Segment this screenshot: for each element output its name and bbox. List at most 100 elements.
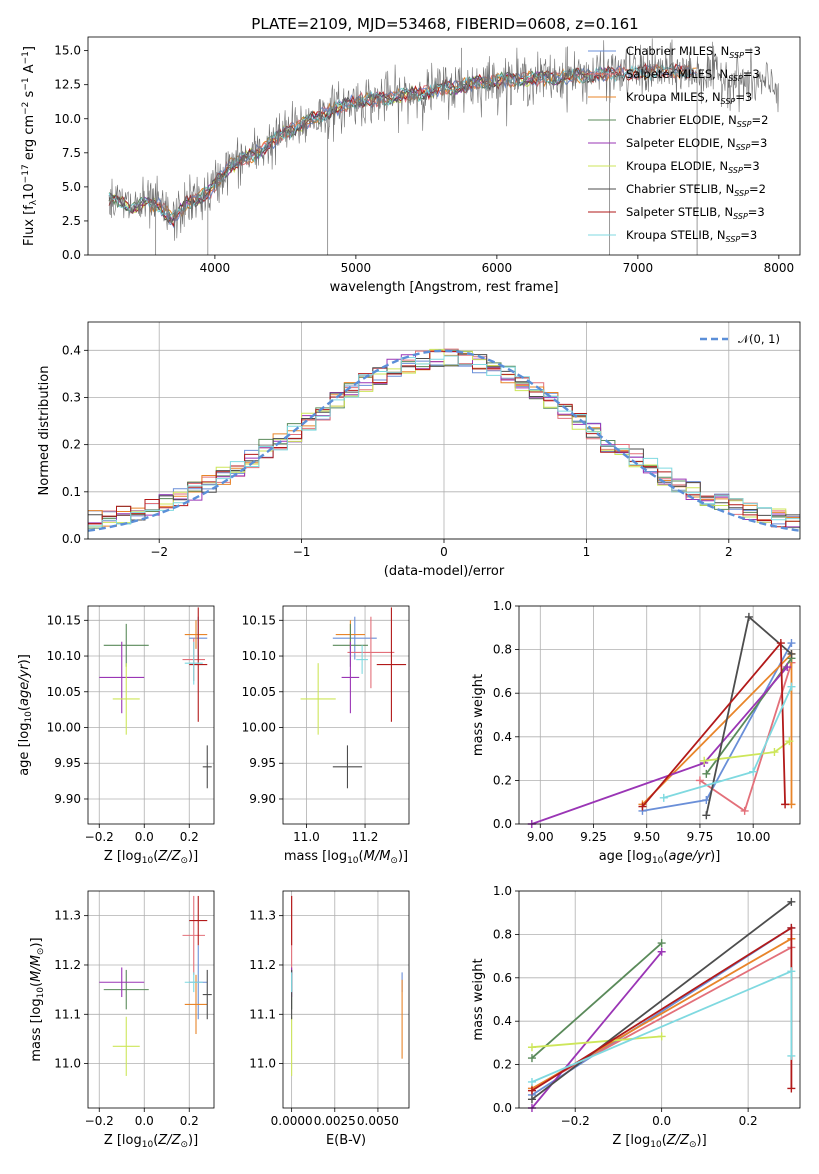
residuals-frame — [87, 321, 801, 540]
mass_vs_ebv-plot-area — [291, 895, 403, 1076]
spectrum-ytick-label: 10.0 — [54, 112, 81, 126]
age_vs_mass-ytick-label: 10.05 — [242, 685, 276, 699]
weight-marker — [527, 1086, 536, 1095]
age_vs_Z-frame — [87, 605, 215, 825]
spectrum-panel: 4000 5000 6000 7000 8000 0.0 2.5 5.0 7.5 10.0 12.5… — [21, 36, 801, 295]
mass_vs_Z-ytick-label: 11.1 — [54, 1007, 81, 1021]
age_vs_mass-plot-area — [300, 607, 407, 789]
weight-marker — [527, 1054, 536, 1063]
weight-line — [642, 642, 793, 812]
age_vs_Z-xtick-label: 0.2 — [180, 830, 199, 844]
weight-marker — [657, 1032, 666, 1041]
age_vs_mass-xtick-label: 11.0 — [293, 830, 320, 844]
weight_vs_Z-ylabel: mass weight — [471, 958, 486, 1040]
mass_vs_Z-ytick-label: 11.3 — [54, 909, 81, 923]
legend-entry: Salpeter ELODIE, NSSP=3 — [626, 136, 767, 152]
weight_vs_age-ylabel: mass weight — [471, 674, 486, 756]
spectrum-xtick-label: 7000 — [623, 261, 654, 275]
age_vs_mass-xtick-label: 11.2 — [352, 830, 379, 844]
legend-entry: Kroupa ELODIE, NSSP=3 — [626, 159, 760, 175]
residuals-ytick-label: 0.0 — [62, 532, 81, 546]
legend-entry: Kroupa STELIB, NSSP=3 — [626, 228, 757, 244]
weight-marker — [659, 793, 668, 802]
legend-entry: Salpeter MILES, NSSP=3 — [626, 67, 760, 83]
spectrum-ytick-label: 2.5 — [62, 214, 81, 228]
legend-entry: Salpeter STELIB, NSSP=3 — [626, 205, 765, 221]
mass_vs_ebv-xtick-label: 0.0025 — [314, 1114, 356, 1128]
weight_vs_Z-xtick-label: 0.0 — [652, 1114, 671, 1128]
spectrum-frame — [87, 36, 801, 256]
weight-marker — [657, 947, 666, 956]
weight_vs_age-xtick-label: 9.50 — [633, 830, 660, 844]
weight_vs_Z-ytick-label: 0.2 — [493, 1058, 512, 1072]
legend-entry: 𝒩(0, 1) — [738, 332, 780, 346]
weight_vs_age-ytick-label: 0.2 — [493, 773, 512, 787]
weight_vs_age-xtick-label: 9.25 — [580, 830, 607, 844]
weight-marker — [787, 649, 796, 658]
weight_vs_Z-frame — [518, 890, 801, 1109]
gaussian-curve — [88, 349, 800, 532]
mass_vs_Z-ytick-label: 11.2 — [54, 958, 81, 972]
mass_vs_ebv-ytick-label: 11.3 — [249, 909, 276, 923]
weight-marker — [787, 897, 796, 906]
weight_vs_age-xtick-label: 10.00 — [736, 830, 770, 844]
spectrum-ytick-label: 12.5 — [54, 78, 81, 92]
weight-line — [531, 942, 663, 1059]
weight-marker — [744, 612, 753, 621]
mass_vs_ebv-xlabel: E(B-V) — [326, 1133, 366, 1148]
weight-line — [531, 946, 792, 1090]
age_vs_Z-xtick-label: −0.2 — [85, 830, 114, 844]
age_vs_mass-ytick-label: 10.00 — [242, 721, 276, 735]
figure-title: PLATE=2109, MJD=53468, FIBERID=0608, z=0… — [251, 15, 638, 33]
weight_vs_age-frame — [518, 605, 801, 825]
weight-marker — [702, 811, 711, 820]
age_vs_Z-ytick-label: 10.00 — [47, 721, 81, 735]
weight_vs_age-ytick-label: 1.0 — [493, 599, 512, 613]
weight-line — [531, 901, 792, 1101]
weight-marker — [749, 767, 758, 776]
age_vs_Z-ytick-label: 10.10 — [47, 649, 81, 663]
weight_vs_Z-xtick-label: −0.2 — [561, 1114, 590, 1128]
spectrum-xlabel: wavelength [Angstrom, rest frame] — [330, 280, 559, 295]
weight_vs_age-ytick-label: 0.0 — [493, 817, 512, 831]
mass_vs_ebv-frame — [282, 890, 410, 1109]
age_vs_Z-plot-area — [99, 607, 212, 789]
data-spectrum-line — [108, 38, 779, 241]
age_vs_mass-xlabel: mass [log10(M/M⊙)] — [284, 849, 408, 866]
spectrum-ytick-label: 5.0 — [62, 180, 81, 194]
spectrum-xtick-label: 4000 — [200, 261, 231, 275]
mass_vs_Z-ytick-label: 11.0 — [54, 1057, 81, 1071]
age_vs_Z-panel: −0.2 0.0 0.2 9.90 9.95 10.00 10.05 10.10 10.15 Z … — [17, 605, 215, 866]
weight-marker — [770, 748, 779, 757]
weight-line — [663, 686, 793, 799]
residuals-xtick-label: 1 — [583, 545, 591, 559]
mass_vs_ebv-xtick-label: 0.0050 — [357, 1114, 399, 1128]
mass_vs_ebv-ytick-label: 11.2 — [249, 958, 276, 972]
weight-marker — [527, 1077, 536, 1086]
residuals-panel: −2 −1 0 1 2 0.0 0.1 0.2 0.3 0.4 (data-model)/error… — [37, 321, 801, 579]
residuals-xtick-label: −1 — [293, 545, 311, 559]
residuals-xtick-label: 2 — [725, 545, 733, 559]
age_vs_Z-ytick-label: 9.90 — [54, 792, 81, 806]
mass_vs_Z-xtick-label: 0.2 — [180, 1114, 199, 1128]
weight_vs_Z-xtick-label: 0.2 — [739, 1114, 758, 1128]
mass_vs_Z-xtick-label: 0.0 — [135, 1114, 154, 1128]
age_vs_Z-ytick-label: 10.05 — [47, 685, 81, 699]
weight-marker — [638, 802, 647, 811]
weight_vs_Z-ytick-label: 1.0 — [493, 884, 512, 898]
weight_vs_Z-ytick-label: 0.8 — [493, 927, 512, 941]
spectrum-ytick-label: 15.0 — [54, 44, 81, 58]
weight_vs_Z-ytick-label: 0.0 — [493, 1101, 512, 1115]
weight-marker — [787, 1051, 796, 1060]
spectrum-xtick-label: 6000 — [482, 261, 513, 275]
spectrum-ylabel: Flux [fλ10−17 erg cm−2 s−1 A−1] — [21, 46, 39, 246]
legend-entry: Kroupa MILES, NSSP=3 — [626, 90, 752, 106]
spectrum-plot-area — [108, 38, 779, 255]
residuals-xlabel: (data-model)/error — [384, 564, 505, 579]
residuals-xtick-label: −2 — [150, 545, 168, 559]
weight-marker — [527, 1095, 536, 1104]
weight_vs_age-xtick-label: 9.00 — [527, 830, 554, 844]
histogram-series — [88, 353, 800, 539]
